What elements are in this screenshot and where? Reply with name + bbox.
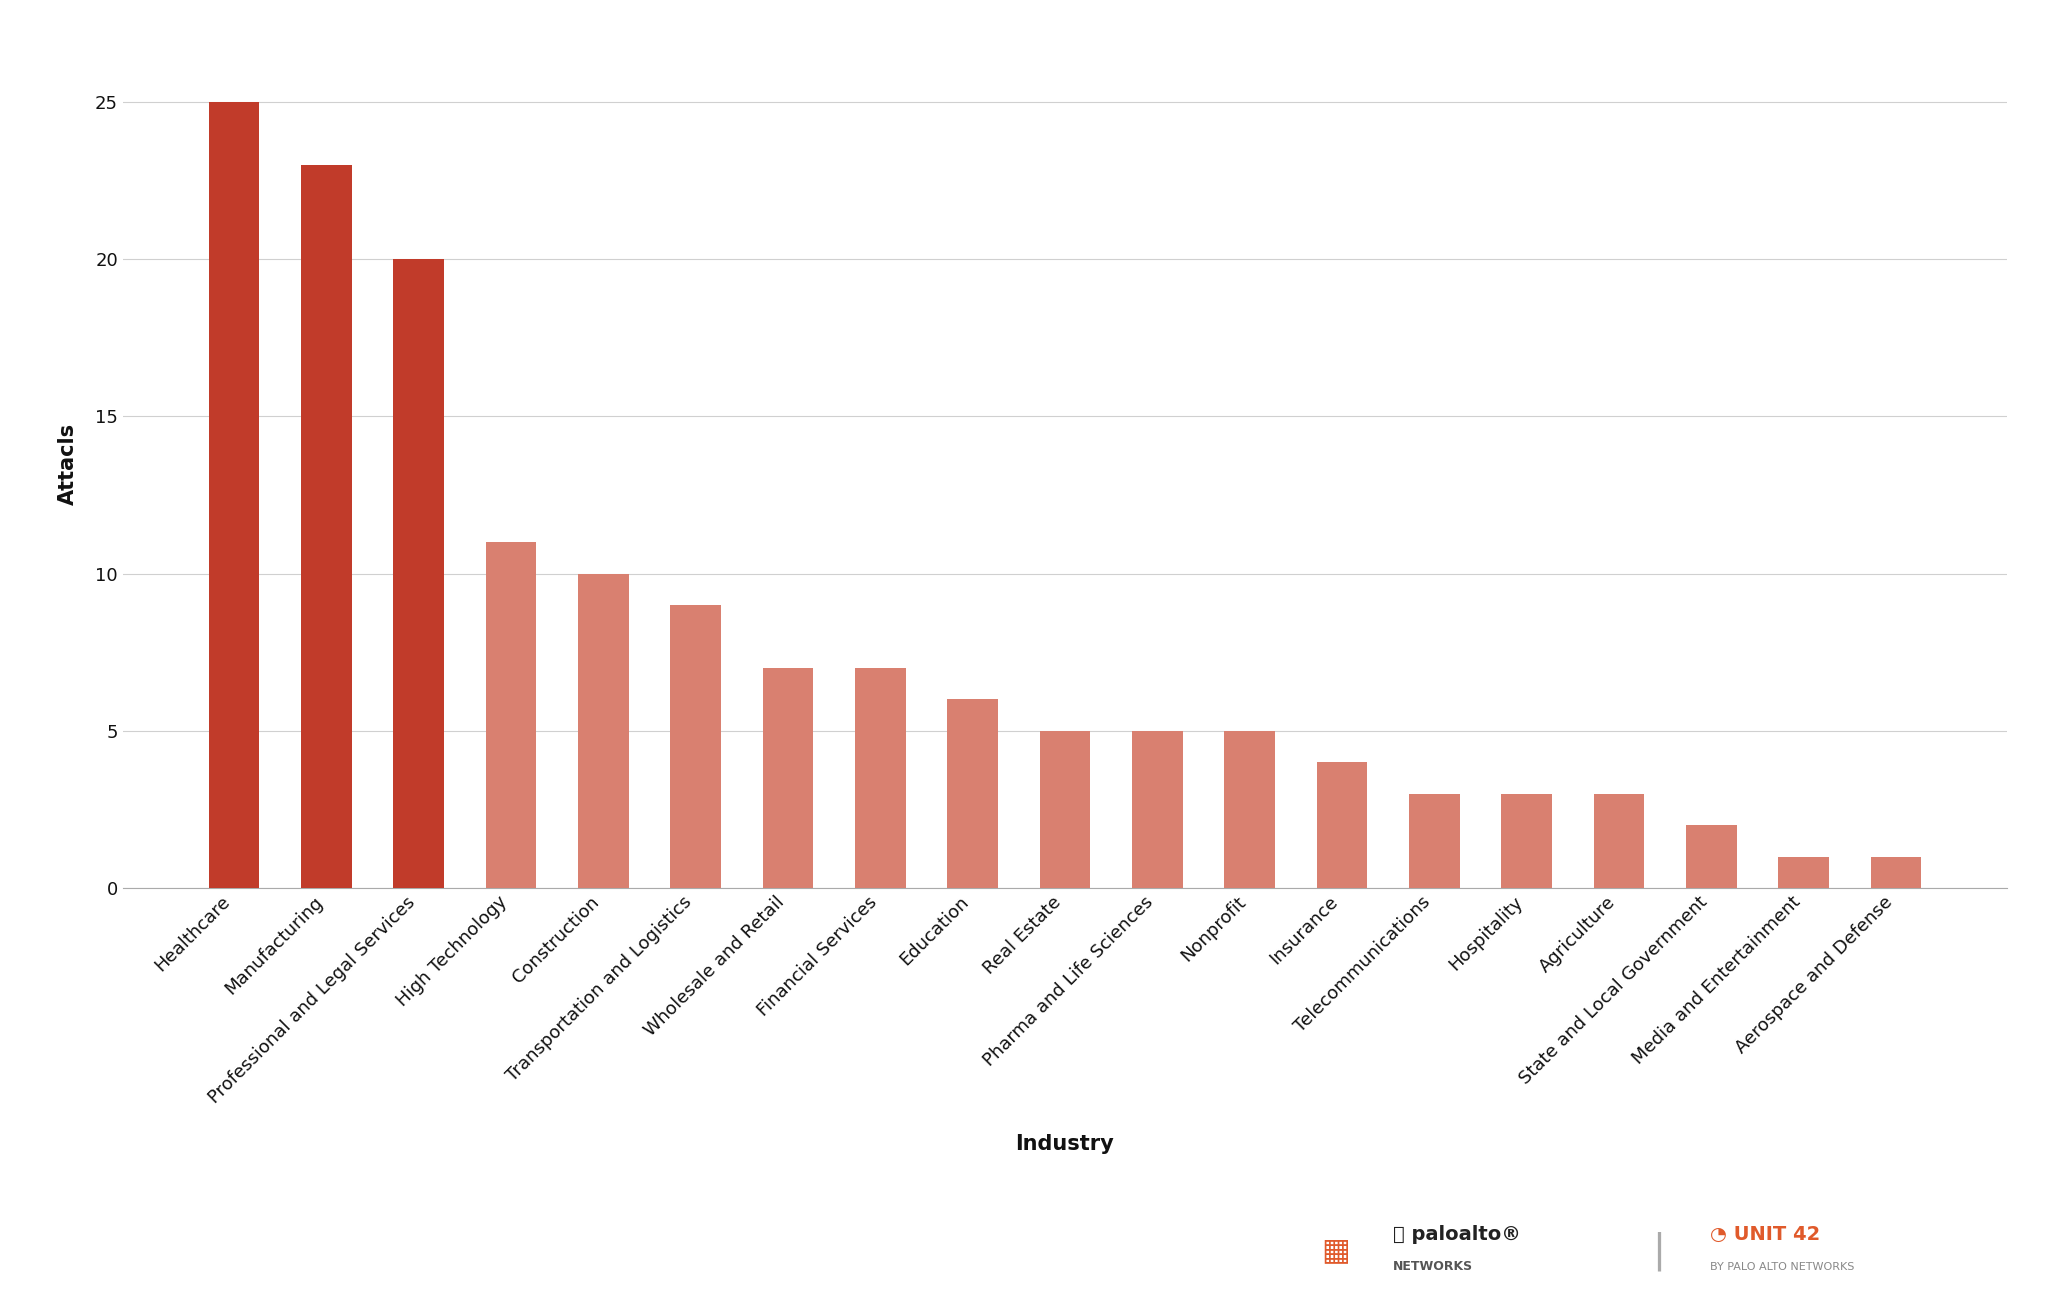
Bar [670, 605, 721, 888]
Text: |: | [1653, 1232, 1665, 1271]
Bar [1686, 825, 1737, 888]
Bar [301, 165, 352, 888]
Text: ▦: ▦ [1321, 1237, 1350, 1266]
Bar [1317, 763, 1368, 888]
Bar [1501, 794, 1552, 888]
Bar [1870, 857, 1921, 888]
Text: ◔ UNIT 42: ◔ UNIT 42 [1710, 1225, 1821, 1243]
Bar [1409, 794, 1460, 888]
Bar [1040, 731, 1090, 888]
Bar [578, 573, 629, 888]
Bar [485, 542, 537, 888]
Text: ⧈ paloalto®: ⧈ paloalto® [1393, 1225, 1520, 1243]
Bar [1225, 731, 1276, 888]
Bar [393, 260, 444, 888]
Bar [854, 667, 905, 888]
Bar [209, 102, 260, 888]
Bar [1593, 794, 1645, 888]
Bar [1133, 731, 1182, 888]
X-axis label: Industry: Industry [1016, 1135, 1114, 1155]
Bar [1778, 857, 1829, 888]
Y-axis label: Attacls: Attacls [57, 423, 78, 504]
Bar [762, 667, 813, 888]
Bar [948, 700, 997, 888]
Text: NETWORKS: NETWORKS [1393, 1260, 1473, 1273]
Text: BY PALO ALTO NETWORKS: BY PALO ALTO NETWORKS [1710, 1262, 1853, 1272]
